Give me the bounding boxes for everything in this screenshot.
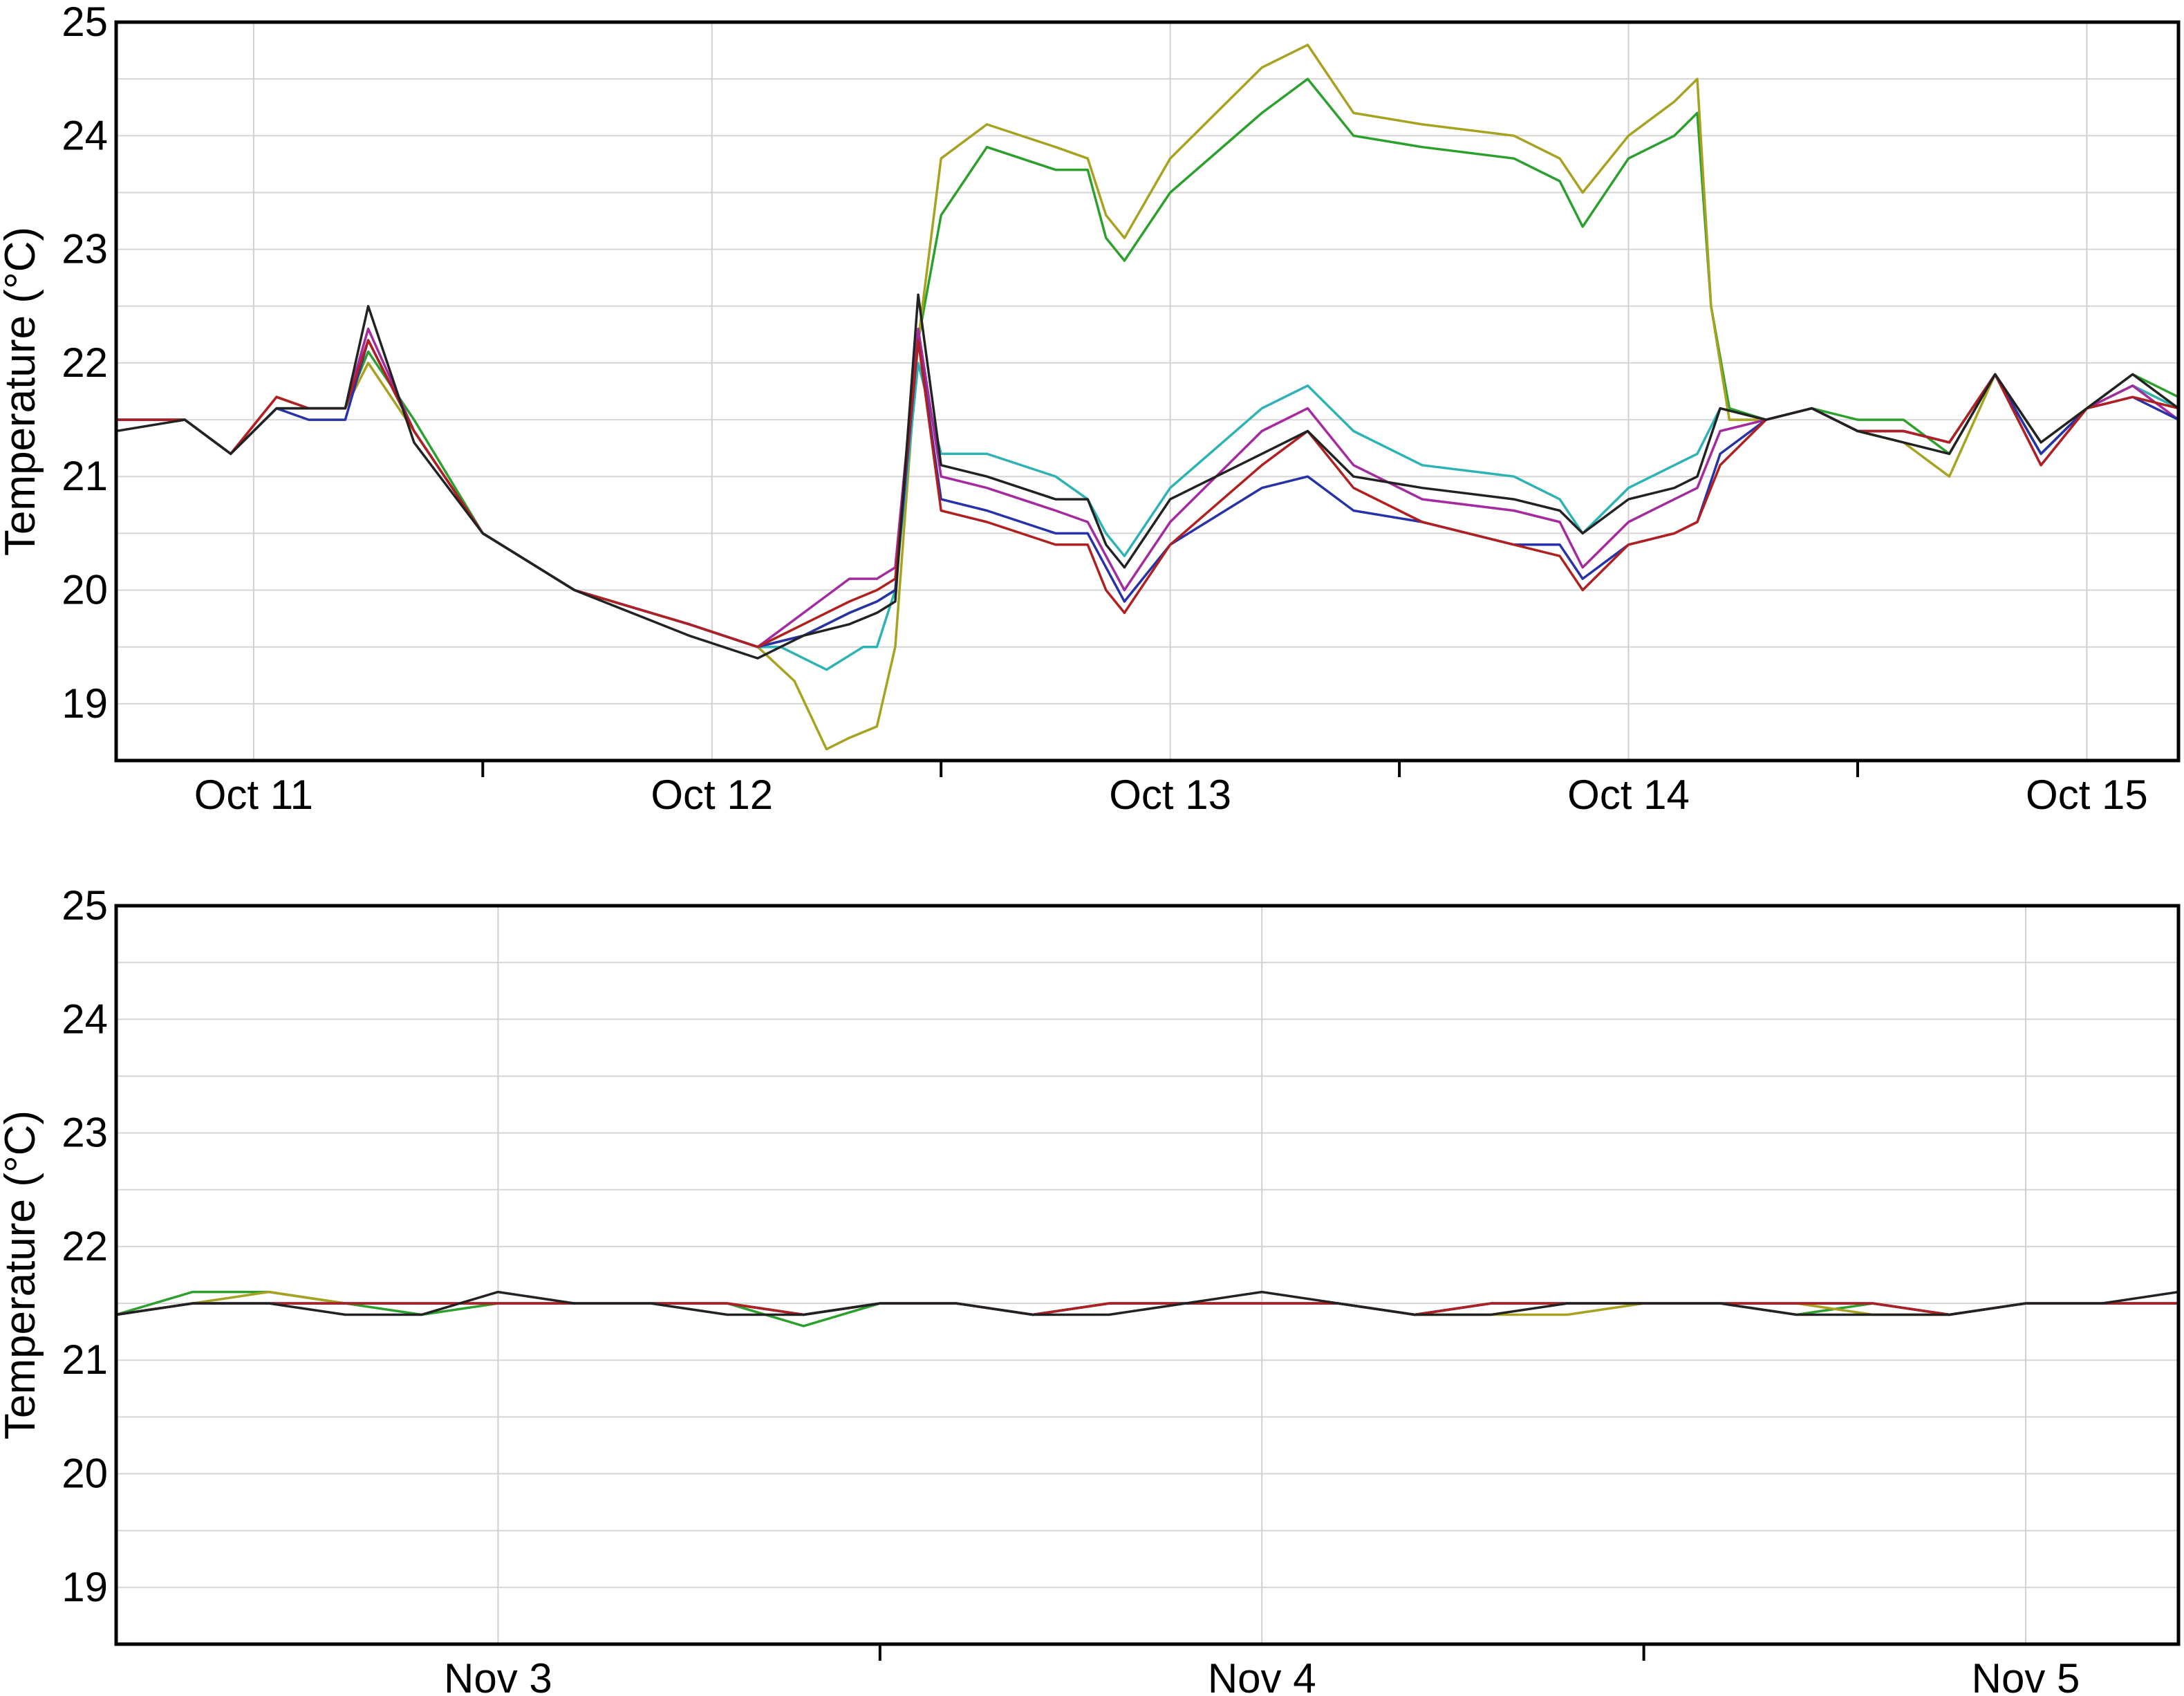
plot-frame: [114, 904, 2181, 1646]
x-tick-label: Oct 11: [194, 772, 313, 818]
y-axis-label: Temperature (°C): [0, 227, 44, 556]
x-tick-label: Nov 4: [1208, 1655, 1316, 1696]
y-tick-label: 19: [62, 680, 108, 727]
y-tick-label: 25: [62, 882, 108, 929]
series-line-4: [116, 339, 2178, 649]
y-tick-label: 25: [62, 0, 108, 45]
chart-october: Oct 11 Oct 12 Oct 13 Oct 14 Oct 15 19 20 21 22 23…: [0, 0, 2181, 818]
x-tick-label: Nov 3: [444, 1655, 552, 1696]
y-tick-label: 21: [62, 453, 108, 499]
x-tick-label: Oct 15: [2026, 772, 2148, 818]
y-tick-label: 23: [62, 1110, 108, 1156]
series-line-5: [116, 339, 2178, 649]
series-line-6: [116, 1290, 2178, 1316]
series-line-2: [116, 339, 2178, 671]
y-tick-label: 24: [62, 996, 108, 1042]
y-tick-label: 24: [62, 112, 108, 158]
y-tick-label: 20: [62, 1451, 108, 1497]
series-line-6: [116, 293, 2178, 660]
series-group: [116, 44, 2178, 751]
series-line-1: [116, 44, 2178, 751]
series-line-0: [116, 77, 2178, 649]
x-tick-label: Oct 14: [1567, 772, 1690, 818]
series-group: [116, 1290, 2178, 1327]
y-tick-label: 19: [62, 1564, 108, 1610]
y-tick-label: 22: [62, 339, 108, 386]
series-line-3: [116, 327, 2178, 649]
y-tick-label: 23: [62, 226, 108, 272]
x-tick-label: Oct 13: [1109, 772, 1231, 818]
y-tick-label: 20: [62, 567, 108, 613]
x-tick-label: Nov 5: [1972, 1655, 2080, 1696]
y-axis-label: Temperature (°C): [0, 1110, 44, 1439]
chart-november: Nov 3 Nov 4 Nov 5 19 20 21 22 23 24 25 Temperature…: [0, 882, 2181, 1696]
y-tick-label: 22: [62, 1223, 108, 1269]
x-tick-label: Oct 12: [651, 772, 773, 818]
y-tick-label: 21: [62, 1336, 108, 1383]
plot-frame: [114, 20, 2181, 763]
